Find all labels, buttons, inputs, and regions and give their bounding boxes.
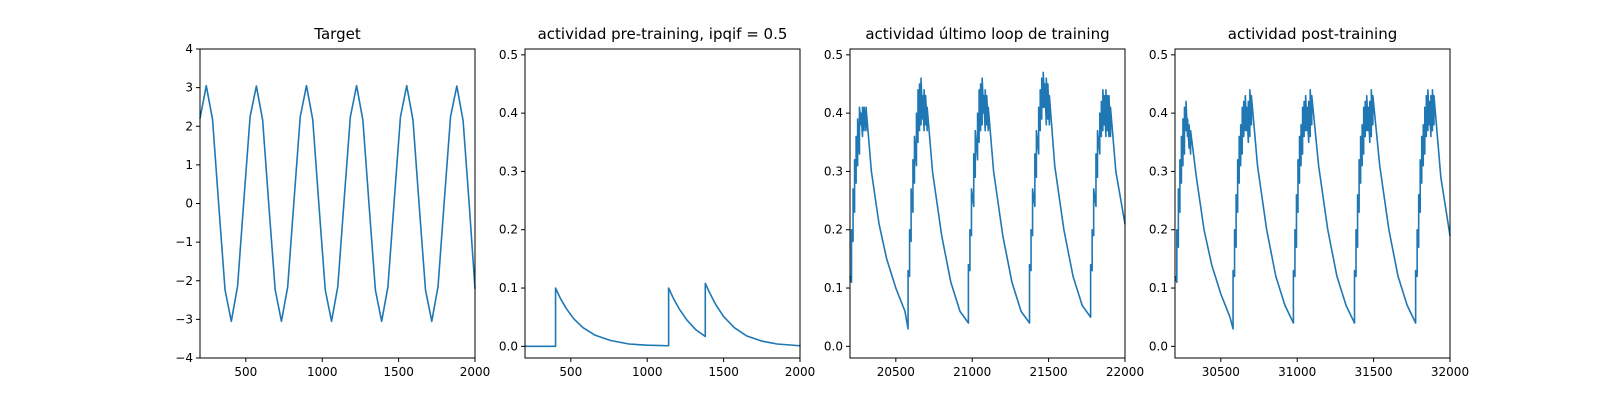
- subplot-4: actividad post-training 30500 31000 31500 32…: [1149, 25, 1469, 379]
- y-tick-label: 0.3: [1149, 164, 1168, 178]
- y-tick-label: 2: [185, 119, 193, 133]
- x-tick-label: 32000: [1431, 365, 1469, 379]
- series-line-1: [849, 71, 1126, 330]
- x-tick-label: 30500: [1202, 365, 1240, 379]
- series-line-1: [524, 282, 801, 348]
- y-tick-label: 4: [185, 42, 193, 56]
- subplot-3: actividad último loop de training 20500 21…: [824, 25, 1144, 379]
- plot-frame: [1174, 48, 1451, 359]
- x-tick-label: 22000: [1106, 365, 1144, 379]
- x-tick-label: 1500: [708, 365, 739, 379]
- x-tick-label: 500: [559, 365, 582, 379]
- y-tick-label: 1: [185, 158, 193, 172]
- x-tick-label: 20500: [877, 365, 915, 379]
- y-tick-label: −2: [175, 274, 193, 288]
- y-tick-label: 0.4: [499, 106, 518, 120]
- y-tick-label: 0.1: [1149, 281, 1168, 295]
- y-tick-label: 0.5: [499, 48, 518, 62]
- x-tick-label: 31000: [1278, 365, 1316, 379]
- x-tick-label: 21500: [1030, 365, 1068, 379]
- y-tick-label: 0.2: [824, 223, 843, 237]
- y-tick-label: 0.1: [499, 281, 518, 295]
- series-line-1: [1174, 89, 1451, 330]
- plot-frame: [849, 48, 1126, 359]
- y-tick-label: 0.2: [499, 223, 518, 237]
- x-tick-label: 500: [234, 365, 257, 379]
- x-tick-label: 2000: [460, 365, 491, 379]
- series-line-1: [199, 84, 476, 323]
- y-tick-label: 0.0: [824, 339, 843, 353]
- subplot-title: Target: [313, 25, 361, 43]
- x-tick-label: 2000: [785, 365, 816, 379]
- y-tick-label: 3: [185, 81, 193, 95]
- subplot-1: Target 500 1000 1500 2000 −4 −3 −2 −1 0 1 2 3 4: [175, 25, 490, 379]
- x-tick-label: 1500: [383, 365, 414, 379]
- y-tick-label: 0: [185, 197, 193, 211]
- y-tick-label: −4: [175, 351, 193, 365]
- y-tick-label: 0.1: [824, 281, 843, 295]
- subplot-title: actividad pre-training, ipqif = 0.5: [538, 25, 788, 43]
- plot-frame: [524, 48, 801, 359]
- y-tick-label: 0.5: [824, 48, 843, 62]
- y-tick-label: 0.3: [499, 164, 518, 178]
- subplot-title: actividad último loop de training: [865, 25, 1109, 43]
- x-tick-label: 21000: [953, 365, 991, 379]
- x-tick-label: 1000: [307, 365, 338, 379]
- y-tick-label: 0.4: [824, 106, 843, 120]
- y-tick-label: 0.3: [824, 164, 843, 178]
- y-tick-label: 0.0: [499, 339, 518, 353]
- y-tick-label: 0.2: [1149, 223, 1168, 237]
- y-tick-label: −3: [175, 312, 193, 326]
- x-tick-label: 1000: [632, 365, 663, 379]
- subplot-2: actividad pre-training, ipqif = 0.5 500 10…: [499, 25, 815, 379]
- y-tick-label: 0.5: [1149, 48, 1168, 62]
- subplot-title: actividad post-training: [1228, 25, 1397, 43]
- y-tick-label: −1: [175, 235, 193, 249]
- y-tick-label: 0.0: [1149, 339, 1168, 353]
- x-tick-label: 31500: [1355, 365, 1393, 379]
- y-tick-label: 0.4: [1149, 106, 1168, 120]
